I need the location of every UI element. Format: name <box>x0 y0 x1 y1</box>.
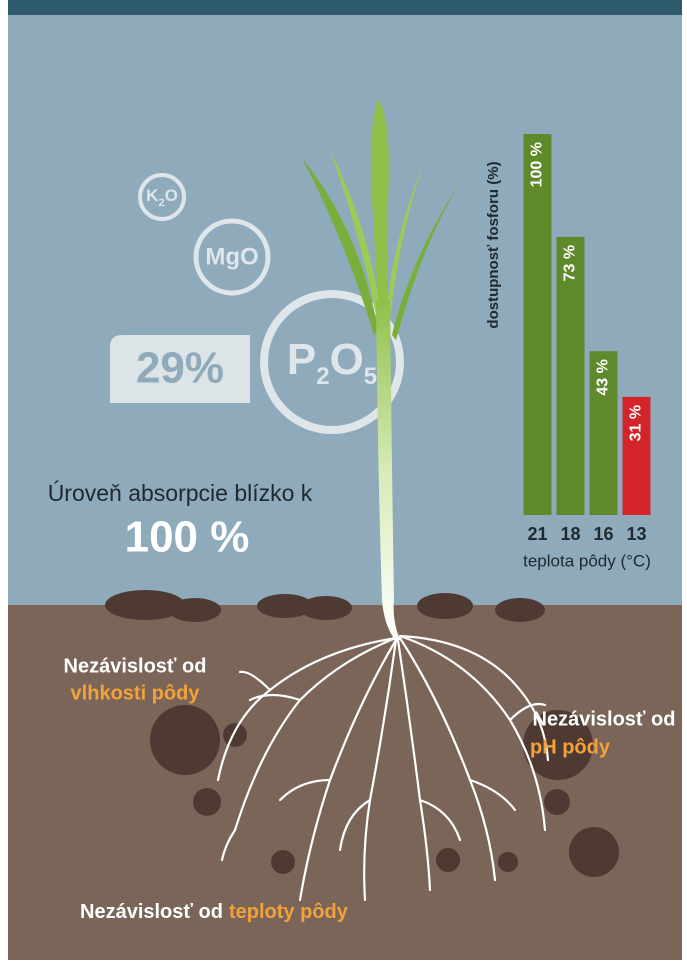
symbol: O <box>330 335 364 384</box>
label-highlight: teploty pôdy <box>229 901 349 923</box>
absorption-value: 100 % <box>125 513 250 562</box>
symbol: K <box>146 186 159 205</box>
x-tick-label: 16 <box>593 524 613 544</box>
header-band <box>8 0 682 15</box>
x-tick-label: 21 <box>527 524 547 544</box>
bar <box>524 134 552 515</box>
soil-label: Nezávislosť od <box>64 655 207 677</box>
x-tick-label: 13 <box>626 524 646 544</box>
molecule-p2o5: P2O5 <box>287 335 377 391</box>
value-label: 43 % <box>595 359 612 395</box>
infographic: K2O MgO P2O5 29% Úroveň absorpcie blízko… <box>0 0 687 973</box>
molecule-mgo: MgO <box>205 243 258 270</box>
label-text: Nezávislosť od <box>80 901 223 923</box>
badge: 29% <box>136 344 224 393</box>
symbol: O <box>165 186 178 205</box>
value-label: 73 % <box>562 245 579 281</box>
absorption-text: Úroveň absorpcie blízko k <box>48 480 313 506</box>
y-axis-label: dostupnosť fosforu (%) <box>485 161 502 328</box>
soil-label-highlight: pH pôdy <box>530 736 611 758</box>
subscript: 5 <box>364 363 377 390</box>
subscript: 2 <box>316 363 329 390</box>
value-label: 100 % <box>529 142 546 187</box>
x-tick-label: 18 <box>560 524 580 544</box>
value-label: 31 % <box>628 405 645 441</box>
soil-label-highlight: vlhkosti pôdy <box>71 682 201 704</box>
x-axis-label: teplota pôdy (°C) <box>523 551 651 570</box>
soil-label: Nezávislosť od teploty pôdy <box>80 901 349 923</box>
soil-label: Nezávislosť od <box>533 708 676 730</box>
symbol: P <box>287 335 316 384</box>
